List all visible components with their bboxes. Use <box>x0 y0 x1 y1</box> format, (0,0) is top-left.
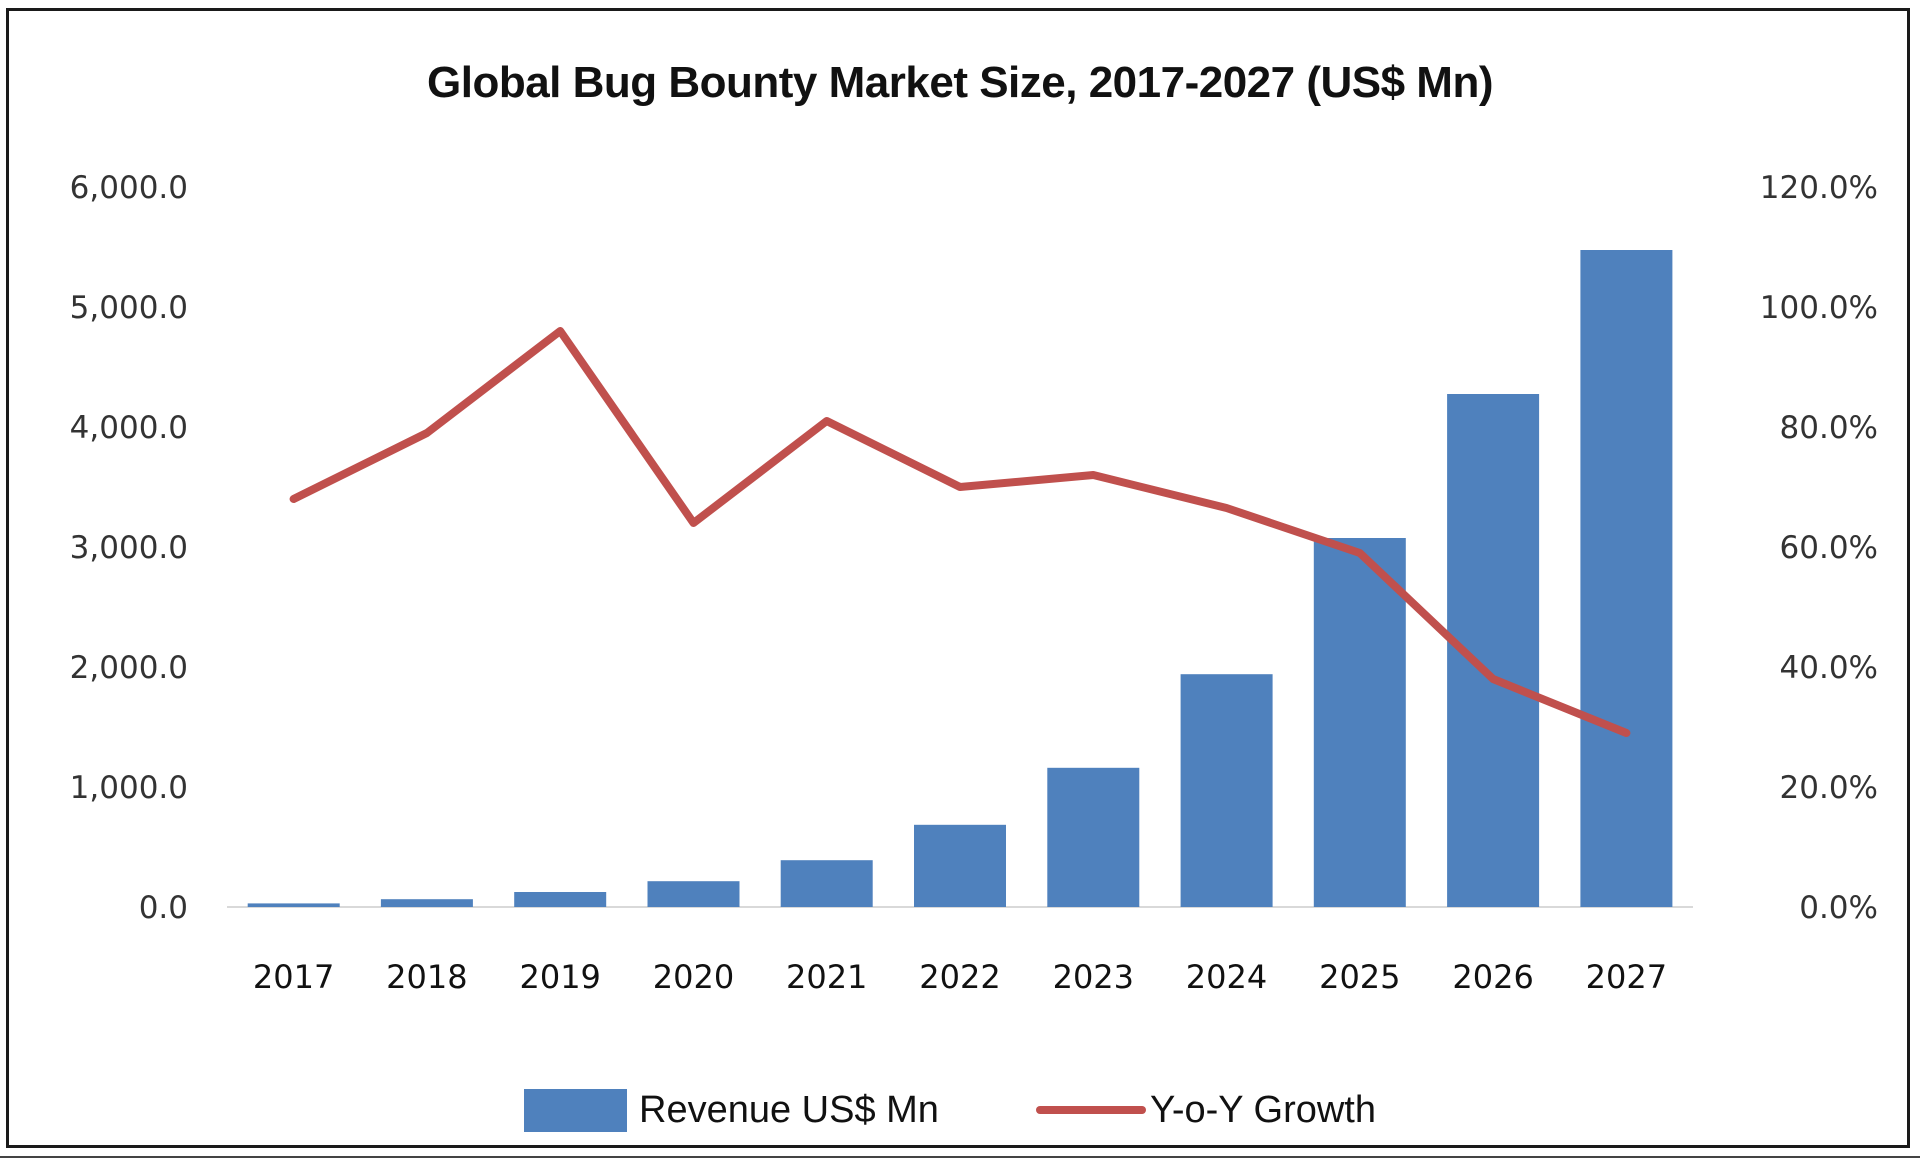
right-tick-label: 120.0% <box>1760 170 1878 206</box>
legend-item-revenue: Revenue US$ Mn <box>524 1086 939 1134</box>
revenue-bar <box>647 881 740 907</box>
growth-line-swatch-icon <box>1036 1106 1146 1114</box>
x-tick-label: 2019 <box>519 958 600 996</box>
legend: Revenue US$ Mn Y-o-Y Growth <box>0 1086 1920 1134</box>
right-y-axis: 0.0% 20.0% 40.0% 60.0% 80.0% 100.0% 120.0% <box>1760 170 1878 926</box>
x-tick-label: 2024 <box>1186 958 1267 996</box>
revenue-bar <box>247 903 340 907</box>
left-tick-label: 3,000.0 <box>70 530 188 566</box>
right-tick-label: 20.0% <box>1780 770 1878 806</box>
revenue-swatch-icon <box>524 1088 627 1132</box>
left-tick-label: 2,000.0 <box>70 650 188 686</box>
legend-label-growth: Y-o-Y Growth <box>1150 1088 1376 1131</box>
revenue-bar <box>1580 250 1673 907</box>
chart-title: Global Bug Bounty Market Size, 2017-2027… <box>427 58 1493 107</box>
right-tick-label: 40.0% <box>1780 650 1878 686</box>
growth-line <box>289 327 1631 737</box>
legend-item-growth: Y-o-Y Growth <box>1036 1086 1376 1134</box>
left-tick-label: 1,000.0 <box>70 770 188 806</box>
x-tick-label: 2025 <box>1319 958 1400 996</box>
revenue-bar <box>1313 538 1406 907</box>
x-tick-label: 2027 <box>1586 958 1667 996</box>
x-tick-label: 2017 <box>253 958 334 996</box>
x-tick-label: 2023 <box>1053 958 1134 996</box>
revenue-bar <box>1180 674 1273 907</box>
revenue-bar <box>780 860 873 907</box>
right-tick-label: 0.0% <box>1799 890 1878 926</box>
right-tick-label: 80.0% <box>1780 410 1878 446</box>
left-tick-label: 0.0 <box>139 890 188 926</box>
x-tick-label: 2020 <box>653 958 734 996</box>
x-axis-labels: 2017 2018 2019 2020 2021 2022 2023 2024 2025 2026… <box>253 958 1667 996</box>
bottom-divider <box>0 1156 1920 1158</box>
right-tick-label: 100.0% <box>1760 290 1878 326</box>
left-y-axis: 0.0 1,000.0 2,000.0 3,000.0 4,000.0 5,000.0 6,… <box>70 170 188 926</box>
x-tick-label: 2021 <box>786 958 867 996</box>
revenue-bars <box>247 250 1673 907</box>
x-tick-label: 2022 <box>919 958 1000 996</box>
left-tick-label: 4,000.0 <box>70 410 188 446</box>
legend-label-revenue: Revenue US$ Mn <box>639 1088 939 1131</box>
left-tick-label: 5,000.0 <box>70 290 188 326</box>
revenue-bar <box>1047 767 1140 907</box>
right-tick-label: 60.0% <box>1780 530 1878 566</box>
x-tick-label: 2026 <box>1452 958 1533 996</box>
revenue-bar <box>380 899 473 907</box>
left-tick-label: 6,000.0 <box>70 170 188 206</box>
revenue-bar <box>514 892 607 907</box>
x-tick-label: 2018 <box>386 958 467 996</box>
revenue-bar <box>914 824 1006 907</box>
